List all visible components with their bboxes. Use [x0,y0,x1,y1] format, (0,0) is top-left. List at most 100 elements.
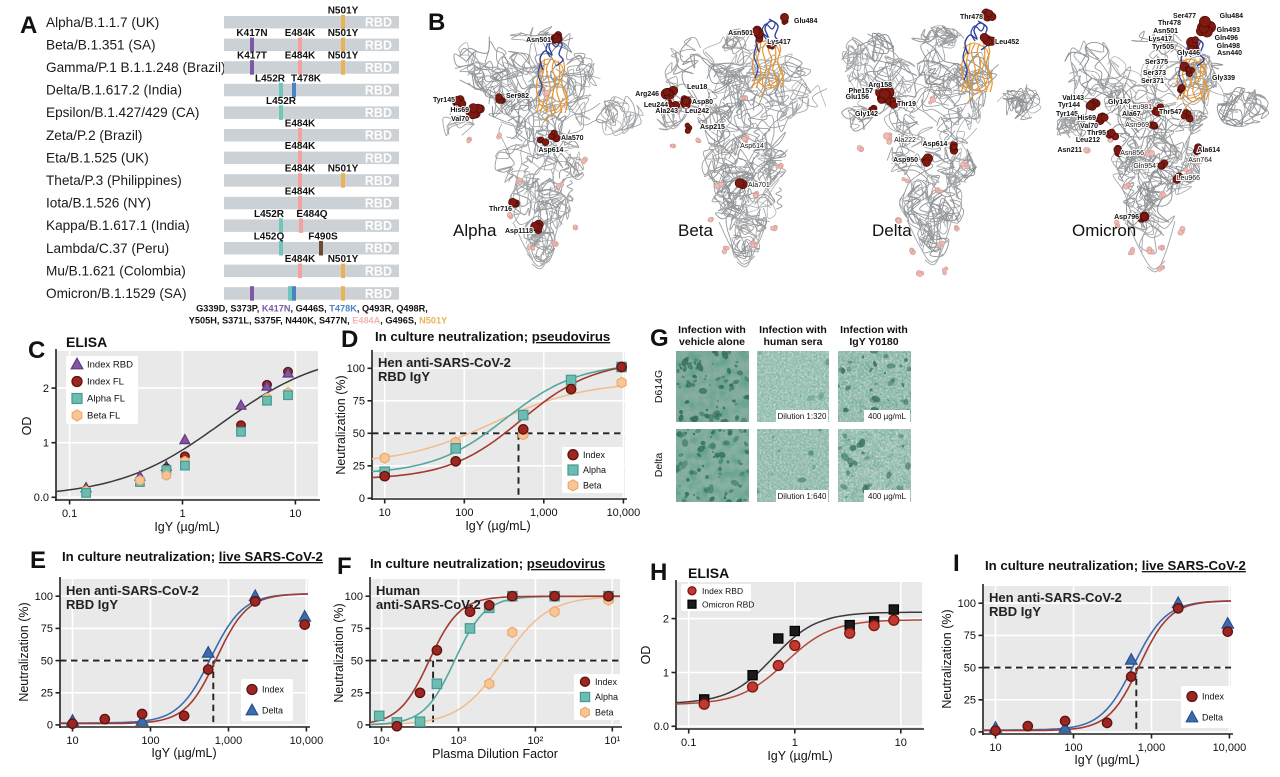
svg-text:IgY (µg/mL): IgY (µg/mL) [154,520,219,534]
svg-text:Thr547: Thr547 [1159,109,1182,116]
svg-text:E484K: E484K [285,254,316,265]
svg-text:Tyr145: Tyr145 [1056,111,1078,118]
svg-text:RBD IgY: RBD IgY [66,597,118,612]
svg-text:Omicron/B.1.1529 (SA): Omicron/B.1.1529 (SA) [46,286,187,301]
svg-text:OD: OD [639,646,653,665]
svg-text:10: 10 [895,737,907,749]
svg-text:25: 25 [351,688,363,700]
svg-text:RBD: RBD [365,287,392,301]
svg-text:RBD: RBD [365,242,392,256]
svg-text:RBD: RBD [365,174,392,188]
svg-text:K417T: K417T [237,51,267,62]
svg-text:Glu156: Glu156 [846,94,869,101]
svg-text:Alpha/B.1.1.7 (UK): Alpha/B.1.1.7 (UK) [46,15,159,30]
svg-text:0: 0 [359,493,365,505]
svg-text:Index: Index [1202,692,1225,702]
svg-text:25: 25 [353,461,365,473]
svg-text:Phe157: Phe157 [848,88,873,95]
svg-text:Thr478: Thr478 [1158,20,1181,27]
svg-text:10³: 10³ [451,735,467,747]
svg-text:Epsilon/B.1.427/429 (CA): Epsilon/B.1.427/429 (CA) [46,105,199,120]
svg-text:Beta: Beta [583,481,602,491]
svg-text:1: 1 [792,737,798,749]
svg-text:Ser373: Ser373 [1143,70,1166,77]
svg-text:100: 100 [455,507,473,519]
svg-text:Leu452: Leu452 [995,39,1019,46]
svg-text:Index: Index [583,450,606,460]
svg-text:His69: His69 [1077,115,1096,122]
svg-text:Gly142: Gly142 [1108,99,1131,106]
svg-text:RBD: RBD [365,197,392,211]
svg-text:Neutralization (%): Neutralization (%) [940,609,954,708]
svg-text:Hen anti-SARS-CoV-2: Hen anti-SARS-CoV-2 [66,583,199,598]
svg-text:L452R: L452R [266,96,297,107]
svg-text:E484K: E484K [285,186,316,197]
svg-text:50: 50 [41,655,53,667]
svg-text:Thr716: Thr716 [489,206,512,213]
svg-text:F: F [337,556,352,580]
svg-text:Alpha: Alpha [583,465,606,475]
svg-text:F490S: F490S [308,232,338,243]
svg-text:Index RBD: Index RBD [87,360,133,371]
svg-text:Asn501: Asn501 [1153,28,1178,35]
svg-text:Tyr144: Tyr144 [1058,102,1080,109]
svg-text:E484K: E484K [285,164,316,175]
svg-text:100: 100 [35,591,53,603]
svg-text:Hen anti-SARS-CoV-2: Hen anti-SARS-CoV-2 [378,355,511,370]
svg-text:In culture neutralization; pse: In culture neutralization; pseudovirus [375,329,610,344]
svg-text:0: 0 [357,720,363,732]
svg-text:E484K: E484K [285,51,316,62]
svg-text:Asn211: Asn211 [1057,147,1082,154]
svg-text:Leu242: Leu242 [685,108,709,115]
svg-text:Arg246: Arg246 [635,91,659,98]
svg-text:OD: OD [20,417,34,436]
svg-text:Ala222: Ala222 [894,137,916,144]
svg-text:RBD: RBD [365,106,392,120]
svg-text:IgY (µg/mL): IgY (µg/mL) [465,519,530,533]
svg-text:Ser982: Ser982 [506,93,529,100]
svg-text:Gly142: Gly142 [855,111,878,118]
svg-text:Gln498: Gln498 [1217,43,1240,50]
svg-text:Asn969: Asn969 [1125,122,1149,129]
svg-text:Iota/B.1.526 (NY): Iota/B.1.526 (NY) [46,196,151,211]
svg-text:Leu244: Leu244 [644,102,668,109]
svg-text:Ala614: Ala614 [1197,147,1220,154]
svg-text:Omicron RBD: Omicron RBD [702,600,754,610]
svg-text:Tyr505: Tyr505 [1152,44,1174,51]
svg-text:25: 25 [964,695,976,707]
svg-text:100: 100 [1064,742,1082,754]
svg-text:Plasma Dilution Factor: Plasma Dilution Factor [432,747,558,761]
svg-text:RBD: RBD [365,264,392,278]
svg-text:Beta FL: Beta FL [87,411,120,422]
svg-text:Neutralization (%): Neutralization (%) [332,603,346,702]
svg-text:Val70: Val70 [1080,123,1098,130]
svg-text:Dilution 1:640: Dilution 1:640 [778,492,827,501]
svg-text:1: 1 [179,508,185,520]
svg-text:Gln493: Gln493 [1217,27,1240,34]
svg-text:10: 10 [989,742,1001,754]
svg-text:Asp1118: Asp1118 [505,228,533,235]
svg-text:Asp950: Asp950 [893,157,918,164]
svg-text:E484Q: E484Q [296,209,327,220]
svg-text:E484K: E484K [285,28,316,39]
svg-text:10¹: 10¹ [604,735,620,747]
svg-text:RBD: RBD [365,151,392,165]
svg-text:Asn501: Asn501 [728,30,753,37]
svg-text:IgY (µg/mL): IgY (µg/mL) [767,749,832,763]
svg-text:RBD: RBD [365,16,392,30]
svg-text:Asn440: Asn440 [1217,50,1242,57]
svg-text:D: D [341,326,358,353]
svg-text:Glu484: Glu484 [794,18,817,25]
svg-text:Ala67: Ala67 [1122,111,1141,118]
svg-text:10,000: 10,000 [1213,742,1247,754]
svg-text:ELISA: ELISA [66,334,107,350]
svg-text:IgY (µg/mL): IgY (µg/mL) [1074,753,1139,767]
svg-text:Val143: Val143 [1062,95,1084,102]
svg-text:Delta: Delta [262,706,283,716]
svg-text:Delta/B.1.617.2 (India): Delta/B.1.617.2 (India) [46,83,182,98]
svg-text:2: 2 [663,613,669,625]
svg-text:Beta: Beta [595,708,614,718]
svg-text:Neutralization (%): Neutralization (%) [334,375,348,474]
svg-text:L452Q: L452Q [254,232,285,243]
svg-text:His69: His69 [450,107,469,114]
